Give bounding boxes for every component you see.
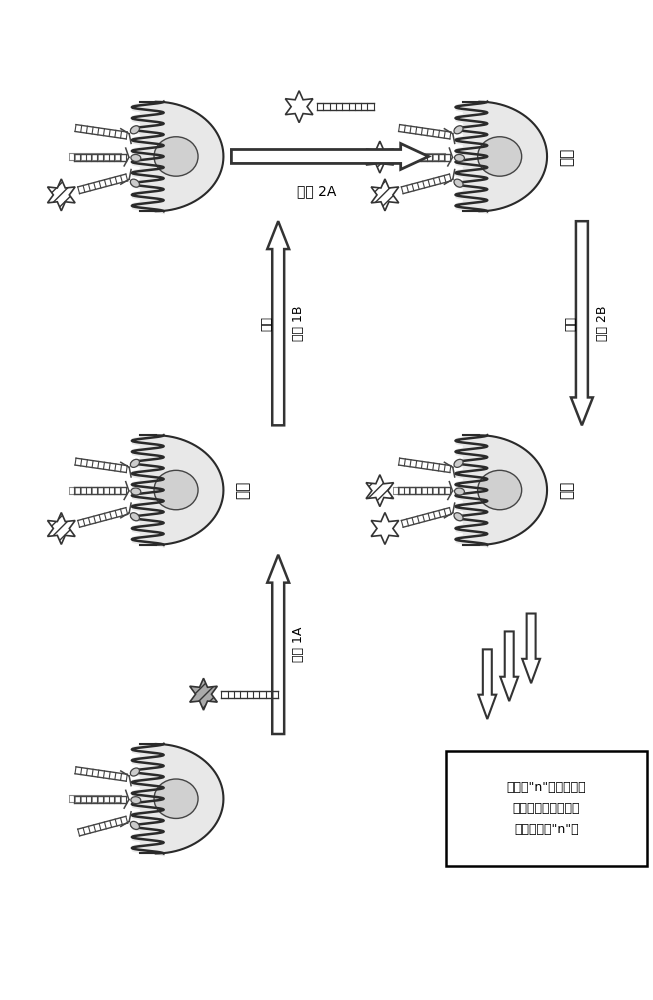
Ellipse shape [454,459,463,467]
Ellipse shape [454,513,463,521]
Ellipse shape [131,154,141,161]
Polygon shape [155,744,223,853]
Text: 漂白: 漂白 [261,316,273,331]
Text: 成像: 成像 [560,481,575,499]
Text: 步骤 2B: 步骤 2B [596,306,609,341]
Polygon shape [366,475,394,507]
Ellipse shape [454,154,464,161]
Polygon shape [571,221,593,425]
Polygon shape [48,513,75,544]
Polygon shape [285,91,313,123]
Ellipse shape [154,779,198,818]
Ellipse shape [154,470,198,510]
Polygon shape [479,435,547,545]
Ellipse shape [131,513,140,521]
Ellipse shape [477,137,522,176]
Ellipse shape [131,768,140,776]
Polygon shape [464,435,479,545]
Polygon shape [371,179,399,211]
Polygon shape [522,614,540,683]
Polygon shape [190,678,217,710]
Polygon shape [267,555,289,734]
Polygon shape [500,631,518,701]
Ellipse shape [477,470,522,510]
Ellipse shape [131,797,141,804]
Ellipse shape [131,488,141,495]
Text: 成像: 成像 [560,147,575,166]
FancyBboxPatch shape [447,751,646,866]
Text: 成像: 成像 [236,481,251,499]
Text: 漂白: 漂白 [564,316,577,331]
Text: 步骤 1B: 步骤 1B [292,306,305,341]
Text: 为了对"n"个数目的物
种成像，将成像和漂
白步骤重复"n"次: 为了对"n"个数目的物 种成像，将成像和漂 白步骤重复"n"次 [507,781,586,836]
Text: 步骤 2A: 步骤 2A [297,184,337,198]
Ellipse shape [131,459,140,467]
Polygon shape [140,102,155,211]
Polygon shape [231,144,428,169]
Polygon shape [48,179,75,211]
Ellipse shape [454,179,463,187]
Ellipse shape [131,821,140,829]
Ellipse shape [454,126,463,134]
Text: 步骤 1A: 步骤 1A [292,627,305,662]
Polygon shape [140,435,155,545]
Ellipse shape [154,137,198,176]
Ellipse shape [454,488,464,495]
Polygon shape [371,513,399,544]
Polygon shape [366,141,394,173]
Polygon shape [267,221,289,425]
Polygon shape [479,649,496,719]
Polygon shape [479,102,547,211]
Polygon shape [155,102,223,211]
Polygon shape [140,744,155,853]
Polygon shape [155,435,223,545]
Polygon shape [464,102,479,211]
Ellipse shape [131,179,140,187]
Ellipse shape [131,126,140,134]
